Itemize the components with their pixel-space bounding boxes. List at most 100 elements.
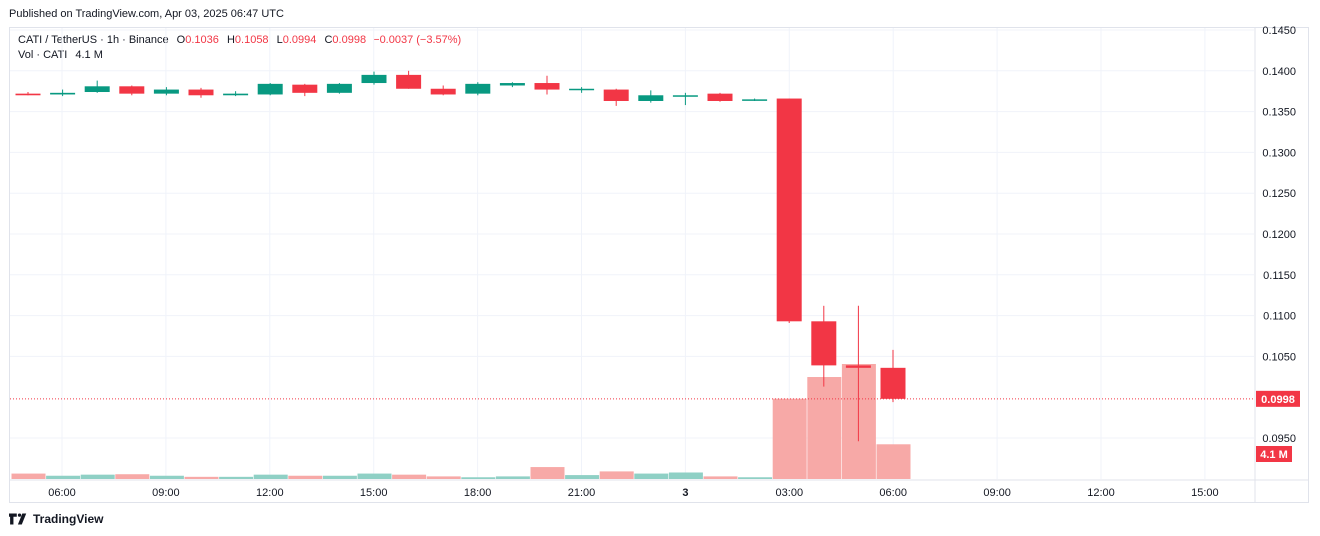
price-tick-label: 0.1200: [1262, 229, 1296, 241]
price-tick-label: 0.1450: [1262, 25, 1296, 37]
candles: [15, 70, 906, 442]
volume-bar: [115, 474, 150, 479]
last-price-label: 0.0998: [1261, 394, 1295, 406]
symbol-label[interactable]: CATI / TetherUS · 1h · Binance: [18, 34, 169, 46]
volume-badge: [1256, 446, 1292, 462]
candle-body: [672, 95, 698, 97]
candle-body: [603, 89, 629, 101]
volume-bar: [80, 474, 115, 479]
volume-value: 4.1 M: [75, 49, 103, 61]
brand-label: TradingView: [33, 512, 104, 526]
volume-bar: [495, 476, 530, 479]
last-price-badge: [1256, 390, 1300, 407]
volume-bar: [253, 474, 288, 479]
volume-bar: [599, 471, 634, 479]
volume-bar: [772, 398, 807, 479]
volume-badge-label: 4.1 M: [1260, 449, 1288, 461]
volume-legend: Vol · CATI 4.1 M: [18, 48, 103, 63]
time-tick-label: 21:00: [568, 487, 596, 499]
volume-bar: [322, 475, 357, 479]
volume-bar: [565, 475, 600, 479]
tradingview-brand[interactable]: TradingView: [9, 512, 103, 526]
volume-bars: [11, 364, 911, 479]
time-tick-label: 09:00: [152, 487, 180, 499]
grid-lines: [10, 28, 1308, 502]
volume-bar: [703, 476, 738, 479]
open-label: O: [176, 34, 186, 46]
price-tick-label: 0.1100: [1263, 311, 1296, 323]
price-axis: 0.1450 0.1400 0.1350 0.1300 0.1250 0.1200 0.11…: [1262, 25, 1296, 445]
candle-body: [638, 95, 664, 101]
candle-body: [257, 83, 283, 95]
last-price-line: 0.0998 4.1 M: [10, 390, 1300, 462]
candle-body: [119, 86, 145, 94]
candle-body: [776, 98, 802, 322]
candle-body: [845, 365, 871, 368]
open-value: 0.1036: [185, 34, 219, 46]
candle-body: [153, 89, 179, 94]
volume-bar: [149, 475, 184, 479]
candle-body: [396, 74, 422, 89]
close-value: 0.0998: [332, 34, 367, 46]
volume-bar: [11, 473, 46, 479]
candle-body: [465, 83, 491, 94]
time-tick-label: 18:00: [464, 487, 492, 499]
chart-legend: CATI / TetherUS · 1h · Binance O0.1036 H…: [18, 33, 461, 48]
price-tick-label: 0.1150: [1263, 270, 1296, 282]
price-tick-label: 0.1250: [1262, 188, 1296, 200]
candle-body: [15, 93, 41, 96]
time-tick-label: 06:00: [48, 487, 76, 499]
close-label: C: [324, 34, 333, 46]
price-tick-label: 0.1300: [1262, 147, 1296, 159]
candle-body: [292, 84, 318, 93]
candle-body: [811, 321, 837, 366]
candle-body: [326, 83, 352, 93]
candle-body: [84, 86, 110, 93]
time-tick-label: 12:00: [1087, 487, 1115, 499]
high-label: H: [226, 34, 235, 46]
candle-body: [223, 93, 249, 96]
low-label: L: [276, 34, 283, 46]
tradingview-logo-icon: [9, 513, 27, 525]
low-value: 0.0994: [282, 34, 317, 46]
volume-bar: [738, 477, 773, 479]
change-value: −0.0037 (−3.57%): [373, 34, 462, 46]
candle-body: [430, 88, 456, 95]
volume-bar: [357, 473, 392, 479]
time-tick-label: 12:00: [256, 487, 284, 499]
volume-bar: [807, 377, 842, 479]
volume-bar: [461, 477, 496, 479]
chart-frame: [9, 27, 1309, 503]
price-tick-label: 0.1400: [1262, 66, 1296, 78]
candle-body: [742, 99, 768, 101]
time-tick-label: 15:00: [1191, 487, 1219, 499]
candle-body: [534, 83, 560, 90]
volume-bar: [392, 474, 427, 479]
time-tick-label: 06:00: [879, 487, 907, 499]
volume-bar: [219, 476, 254, 479]
time-axis: 06:00 09:00 12:00 15:00 18:00 21:00 3 03:00 06:0…: [48, 487, 1218, 499]
volume-bar: [288, 475, 323, 479]
volume-bar: [530, 467, 565, 479]
volume-bar: [668, 472, 703, 479]
volume-bar: [426, 476, 461, 479]
time-tick-label: 09:00: [983, 487, 1011, 499]
price-tick-label: 0.1050: [1262, 351, 1296, 363]
volume-bar: [46, 475, 81, 479]
time-tick-label: 15:00: [360, 487, 388, 499]
volume-label[interactable]: Vol · CATI: [18, 49, 68, 61]
price-tick-label: 0.1350: [1262, 107, 1296, 119]
candle-body: [499, 83, 525, 86]
published-note: Published on TradingView.com, Apr 03, 20…: [9, 8, 284, 20]
candle-body: [188, 89, 214, 96]
candle-body: [707, 93, 733, 101]
candle-body: [569, 88, 595, 91]
price-tick-label: 0.0950: [1262, 433, 1296, 445]
high-value: 0.1058: [234, 34, 269, 46]
volume-bar: [634, 473, 669, 479]
candle-body: [880, 367, 906, 399]
time-tick-label: 3: [682, 487, 688, 499]
candle-body: [361, 74, 387, 84]
volume-bar: [184, 476, 219, 479]
